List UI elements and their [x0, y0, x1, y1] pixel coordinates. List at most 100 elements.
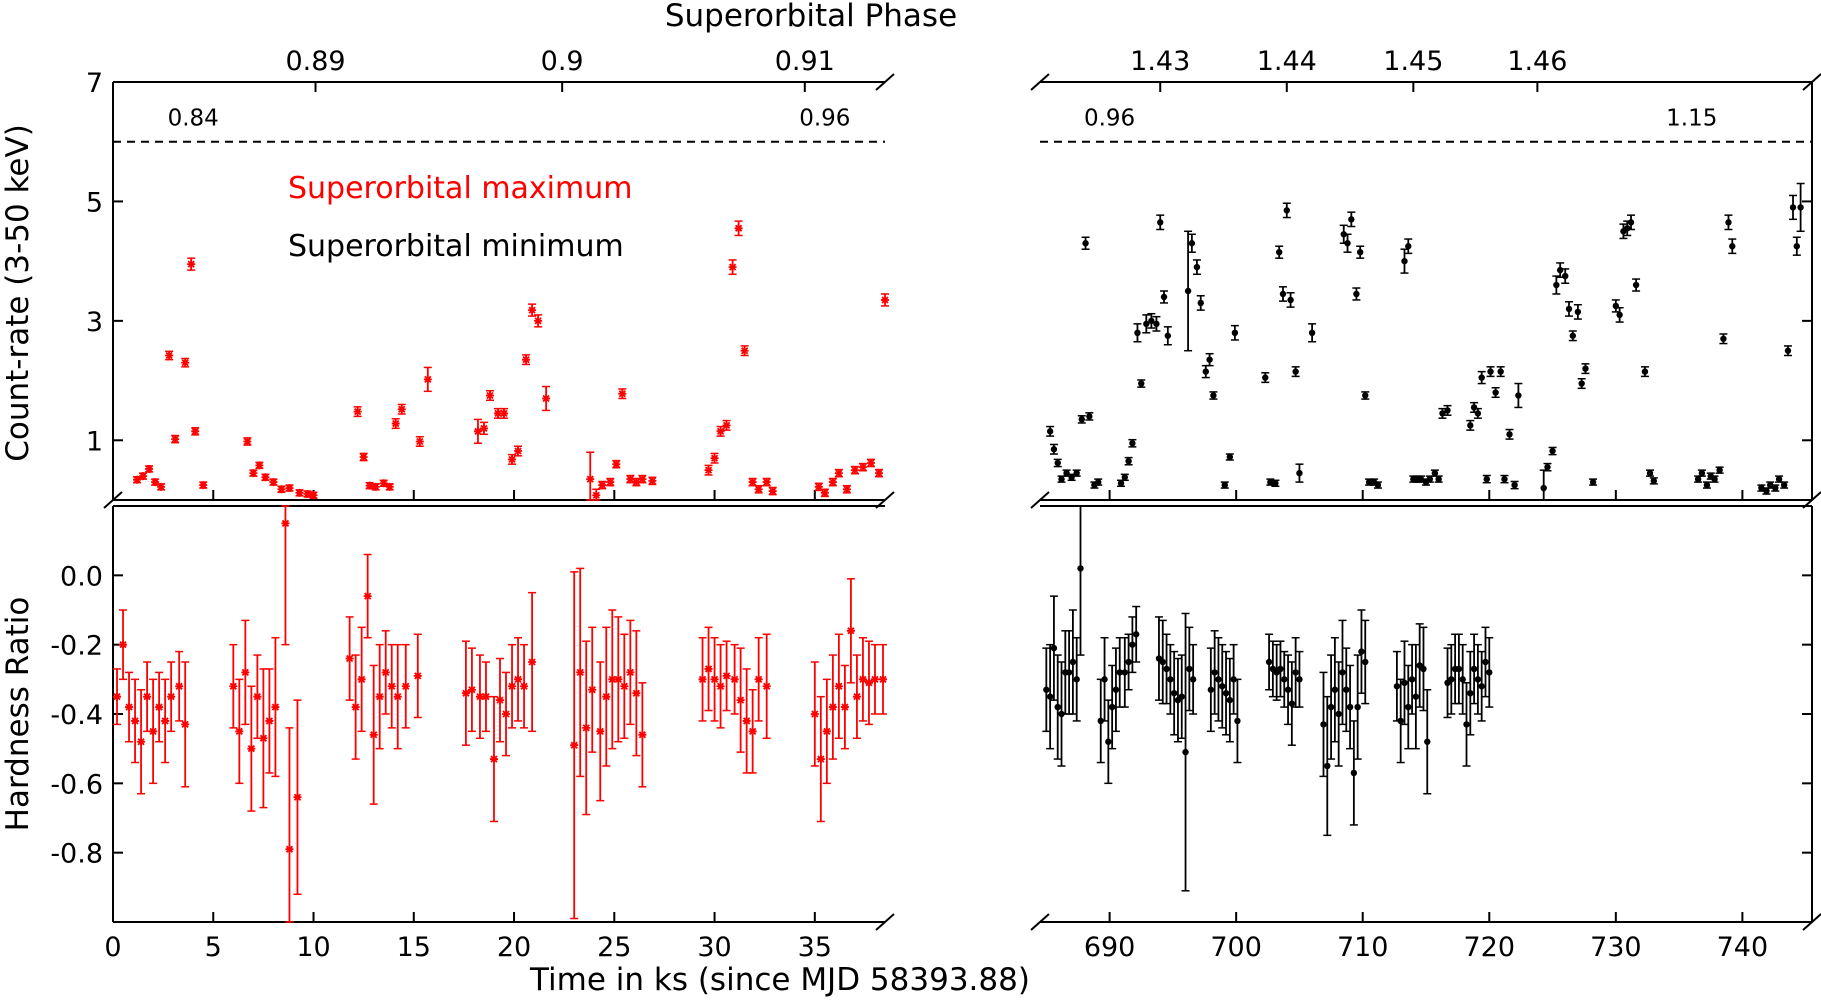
count-rate-max-point: [834, 469, 843, 478]
y-tick-label-hardness: -0.8: [50, 839, 103, 870]
count-rate-max-point: [528, 306, 537, 315]
hardness-min-point: [1478, 683, 1485, 690]
threshold-label: 0.84: [168, 106, 219, 132]
x-tick-label: 10: [296, 932, 330, 963]
count-rate-min-point: [1279, 290, 1287, 298]
hardness-min-point: [1397, 717, 1404, 725]
count-rate-max-point: [365, 481, 374, 490]
count-rate-min-point: [1487, 368, 1494, 375]
hardness-max-point: [840, 703, 849, 712]
hardness-min-point: [1116, 669, 1123, 676]
hardness-min-point: [1320, 721, 1327, 728]
count-rate-min-point: [1188, 240, 1196, 247]
count-rate-min-point: [1086, 413, 1093, 420]
hardness-max-point: [742, 716, 751, 725]
count-rate-max-point: [415, 437, 424, 446]
y-axis-label-count-rate: Count-rate (3-50 keV): [0, 124, 36, 462]
count-rate-max-point: [191, 427, 200, 436]
count-rate-min-point: [1578, 380, 1585, 387]
hardness-min-point: [1105, 738, 1112, 745]
threshold-label: 0.96: [799, 106, 850, 132]
count-rate-max-point: [881, 295, 889, 304]
count-rate-min-point: [1616, 311, 1623, 319]
hardness-max-point: [293, 793, 302, 802]
count-rate-max-point: [858, 463, 867, 472]
count-rate-min-point: [1506, 431, 1513, 438]
hardness-max-point: [588, 685, 597, 694]
count-rate-min-point: [1054, 459, 1061, 467]
hardness-min-point: [1424, 738, 1431, 745]
hardness-min-point: [1211, 669, 1218, 676]
count-rate-min-point: [1467, 422, 1474, 429]
phase-tick-label: 0.91: [775, 46, 835, 77]
count-rate-min-point: [1501, 475, 1508, 483]
hardness-min-point: [1234, 717, 1241, 725]
count-rate-min-point: [1627, 219, 1635, 226]
hardness-max-point: [698, 675, 707, 684]
x-tick-label: 30: [697, 932, 731, 963]
count-rate-min-point: [1272, 480, 1279, 487]
y-axis-label-hardness: Hardness Ratio: [0, 597, 36, 832]
hardness-max-point: [608, 675, 617, 684]
hardness-max-point: [285, 845, 294, 854]
hardness-min-point: [1132, 631, 1140, 638]
count-rate-max-point: [612, 460, 621, 469]
hardness-min-point: [1335, 710, 1342, 718]
hardness-min-point: [1354, 703, 1361, 711]
count-rate-min-point: [1549, 447, 1556, 455]
count-rate-max-point: [514, 447, 523, 456]
count-rate-min-point: [1129, 440, 1136, 447]
count-rate-min-point: [1058, 475, 1065, 483]
count-rate-min-point: [1153, 320, 1160, 328]
x-tick-label: 720: [1464, 932, 1516, 963]
hardness-max-point: [722, 671, 731, 680]
count-rate-min-point: [1221, 481, 1228, 489]
count-rate-min-point: [1121, 474, 1128, 481]
hardness-max-point: [596, 727, 605, 736]
hardness-min-point: [1108, 703, 1116, 711]
x-tick-label: 5: [205, 932, 222, 963]
count-rate-min-point: [1582, 365, 1589, 372]
count-rate-min-point: [1296, 469, 1303, 477]
count-rate-max-point: [768, 487, 777, 496]
hardness-max-point: [137, 737, 146, 746]
hardness-max-point: [113, 692, 122, 701]
hardness-max-point: [357, 675, 366, 684]
count-rate-max-point: [598, 481, 607, 490]
hardness-max-point: [828, 703, 837, 712]
hardness-max-point: [375, 692, 384, 701]
count-rate-min-point: [1767, 481, 1774, 489]
count-rate-max-point: [243, 437, 252, 446]
hardness-min-point: [1277, 665, 1284, 673]
count-rate-max-point: [379, 479, 388, 488]
count-rate-max-point: [762, 478, 771, 487]
x-tick-label: 25: [597, 932, 631, 963]
y-tick-label-count-rate: 5: [86, 187, 103, 218]
hardness-min-point: [1219, 683, 1226, 690]
x-tick-label: 710: [1337, 932, 1389, 963]
hardness-max-point: [167, 692, 176, 701]
count-rate-max-point: [277, 485, 286, 494]
hardness-max-point: [736, 696, 745, 705]
count-rate-min-point: [1511, 481, 1518, 489]
count-rate-max-point: [626, 475, 635, 484]
count-rate-min-point: [1082, 240, 1089, 247]
count-rate-min-point: [1356, 248, 1364, 256]
hardness-min-point: [1065, 669, 1073, 676]
hardness-max-point: [149, 727, 158, 736]
count-rate-min-point: [1362, 392, 1369, 399]
hardness-max-point: [381, 668, 390, 677]
hardness-min-point: [1178, 693, 1185, 700]
count-rate-min-point: [1624, 225, 1631, 232]
hardness-max-point: [119, 640, 128, 649]
hardness-max-point: [858, 675, 867, 684]
count-rate-min-point: [1210, 392, 1217, 399]
hardness-max-point: [247, 744, 256, 753]
hardness-min-point: [1101, 676, 1108, 683]
count-rate-min-point: [1073, 469, 1080, 477]
count-rate-min-point: [1202, 368, 1209, 375]
y-tick-label-hardness: -0.4: [50, 700, 103, 731]
count-rate-min-point: [1197, 299, 1204, 307]
count-rate-min-point: [1720, 335, 1727, 342]
break-mark: [1030, 491, 1050, 509]
